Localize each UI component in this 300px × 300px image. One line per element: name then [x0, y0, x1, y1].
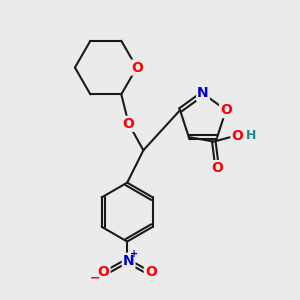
Text: N: N: [197, 86, 209, 100]
Text: N: N: [123, 254, 134, 268]
Text: O: O: [232, 129, 243, 143]
Text: O: O: [211, 161, 223, 175]
Text: −: −: [89, 271, 100, 284]
Text: +: +: [130, 249, 138, 259]
Text: H: H: [246, 129, 256, 142]
Text: O: O: [220, 103, 232, 117]
Text: O: O: [123, 117, 135, 131]
Text: O: O: [98, 266, 109, 280]
Text: O: O: [131, 61, 143, 75]
Text: O: O: [145, 266, 157, 280]
